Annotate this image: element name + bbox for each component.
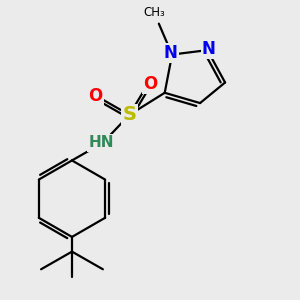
- Text: O: O: [143, 75, 157, 93]
- Text: N: N: [164, 44, 178, 62]
- Text: O: O: [88, 87, 103, 105]
- Text: HN: HN: [89, 135, 114, 150]
- Text: CH₃: CH₃: [143, 6, 165, 19]
- Text: S: S: [122, 105, 136, 124]
- Text: N: N: [202, 40, 216, 58]
